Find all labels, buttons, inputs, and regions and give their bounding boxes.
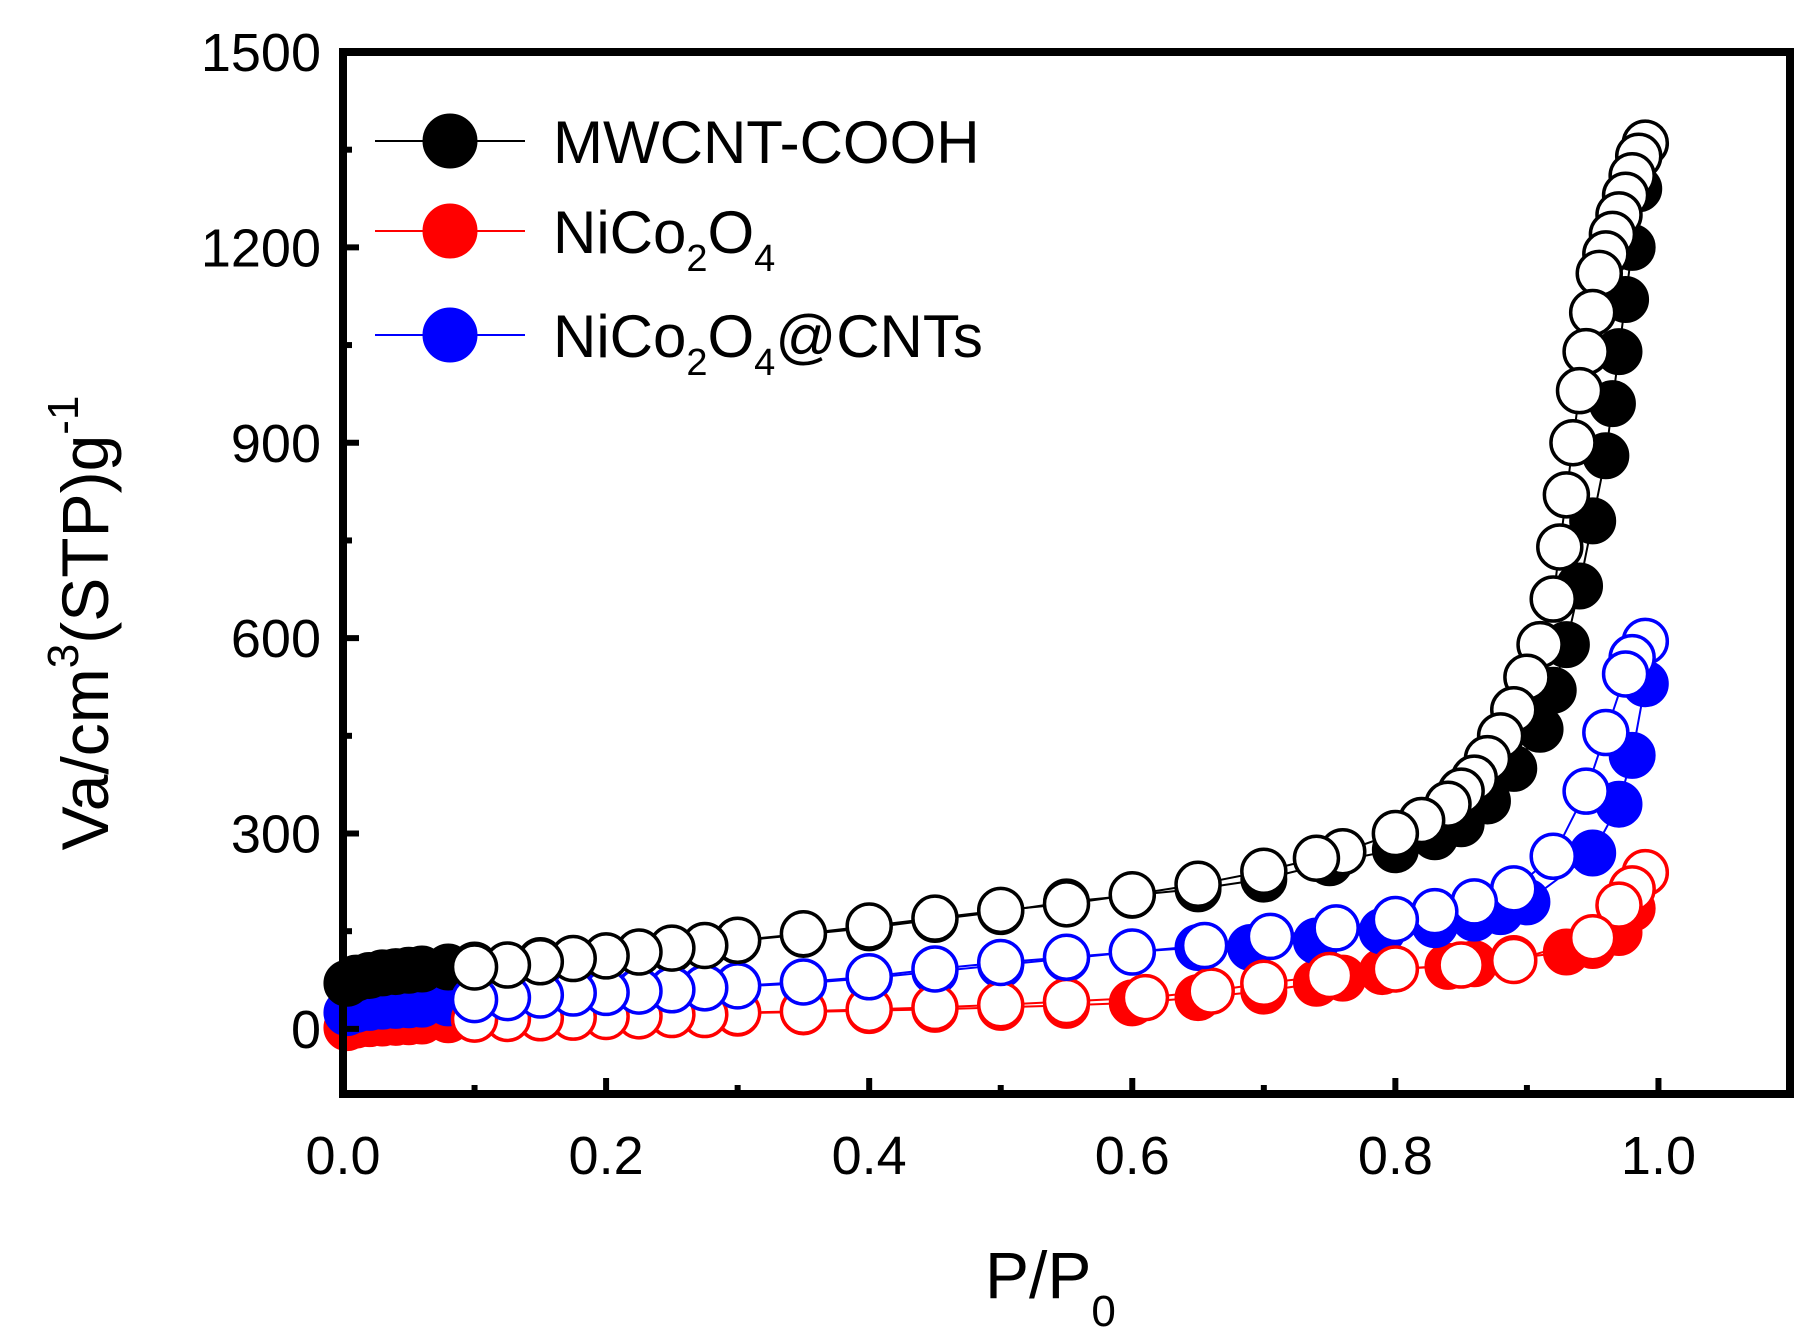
x-tick-label: 0.0 [305,1126,380,1186]
desorption-point-mwcnt-cooh [1568,288,1617,337]
desorption-point-mwcnt-cooh [1042,880,1091,928]
y-tick-label: 1200 [201,218,321,278]
legend-label-mwcnt-cooh: MWCNT-COOH [553,109,980,176]
desorption-point-nico2o4 [1042,977,1091,1026]
desorption-point-nico2o4-cnts [1601,650,1650,698]
desorption-point-mwcnt-cooh [1529,575,1577,623]
y-axis-title: Va/cm3(STP)g-1 [39,396,122,851]
desorption-point-nico2o4-cnts [1411,887,1459,936]
desorption-point-mwcnt-cooh [1562,327,1610,376]
desorption-point-nico2o4-cnts [779,958,828,1006]
desorption-point-nico2o4-cnts [911,945,959,993]
desorption-marks [450,119,1670,1043]
desorption-point-mwcnt-cooh [1371,809,1420,858]
desorption-point-mwcnt-cooh [1555,366,1604,415]
desorption-point-nico2o4-cnts [1042,933,1091,981]
desorption-point-mwcnt-cooh [1549,419,1597,467]
desorption-point-mwcnt-cooh [976,886,1025,935]
x-tick-label: 1.0 [1621,1126,1696,1186]
y-tick-label: 600 [231,609,321,669]
y-tick-label: 1500 [201,23,321,83]
y-tick-label: 900 [231,414,321,474]
desorption-point-nico2o4 [1437,941,1485,989]
legend-label-nico2o4: NiCo2O4 [553,199,775,280]
desorption-point-nico2o4 [1121,973,1170,1022]
x-tick-label: 0.8 [1358,1126,1433,1186]
y-tick-label: 0 [291,1000,321,1060]
y-tick-label: 300 [231,805,321,865]
adsorption-point-nico2o4-cnts [1569,829,1617,877]
legend-label-nico2o4-cnts: NiCo2O4@CNTs [553,303,983,384]
legend-item-mwcnt-cooh: MWCNT-COOH [375,109,980,176]
desorption-point-mwcnt-cooh [1292,834,1341,882]
desorption-point-nico2o4 [1305,951,1354,1000]
legend-item-nico2o4: NiCo2O4 [375,199,775,280]
desorption-point-nico2o4 [1490,936,1538,985]
legend-marker-nico2o4 [422,203,478,259]
adsorption-line-mwcnt-cooh [346,143,1647,985]
desorption-point-nico2o4 [1240,959,1288,1008]
desorption-point-nico2o4 [1371,945,1420,993]
desorption-point-mwcnt-cooh [845,902,893,950]
desorption-point-nico2o4-cnts [1490,865,1538,913]
desorption-point-nico2o4-cnts [1312,904,1360,952]
x-tick-label: 0.2 [569,1126,644,1186]
legend-item-nico2o4-cnts: NiCo2O4@CNTs [375,303,983,384]
axis-ticks: 0.0 0.2 0.4 0.6 0.8 1.0 0 300 600 900 1200 1500 [201,23,1696,1186]
desorption-point-nico2o4-cnts [1108,928,1157,976]
desorption-point-mwcnt-cooh [1536,523,1584,571]
plot-frame [339,48,1794,1098]
desorption-point-nico2o4-cnts [976,938,1025,987]
desorption-point-nico2o4 [1568,913,1617,962]
desorption-point-mwcnt-cooh [1575,249,1624,298]
desorption-point-nico2o4-cnts [1562,767,1610,815]
x-axis-title: P/P0 [985,1238,1116,1336]
desorption-point-mwcnt-cooh [1542,471,1591,519]
desorption-point-nico2o4-cnts [1371,895,1420,944]
desorption-point-nico2o4 [976,981,1025,1029]
x-tick-label: 0.6 [1095,1126,1170,1186]
desorption-point-nico2o4-cnts [1246,912,1295,961]
desorption-point-nico2o4-cnts [1582,708,1630,757]
legend-marker-nico2o4-cnts [422,307,478,363]
desorption-point-nico2o4-cnts [845,953,893,1001]
desorption-point-nico2o4-cnts [1180,921,1229,970]
desorption-point-mwcnt-cooh [779,910,828,958]
legend-marker-mwcnt-cooh [422,113,478,169]
desorption-point-nico2o4 [1595,881,1643,929]
desorption-point-mwcnt-cooh [450,943,499,991]
desorption-point-nico2o4 [1187,967,1235,1015]
desorption-point-mwcnt-cooh [1240,847,1288,896]
legend: MWCNT-COOH NiCo2O4 NiCo2O4@CNTs [375,109,983,384]
x-tick-label: 0.4 [832,1126,907,1186]
desorption-point-mwcnt-cooh [1108,870,1157,919]
desorption-point-mwcnt-cooh [1174,860,1222,909]
desorption-point-mwcnt-cooh [911,894,959,942]
desorption-point-nico2o4-cnts [1529,832,1577,881]
desorption-point-nico2o4-cnts [1450,878,1499,926]
